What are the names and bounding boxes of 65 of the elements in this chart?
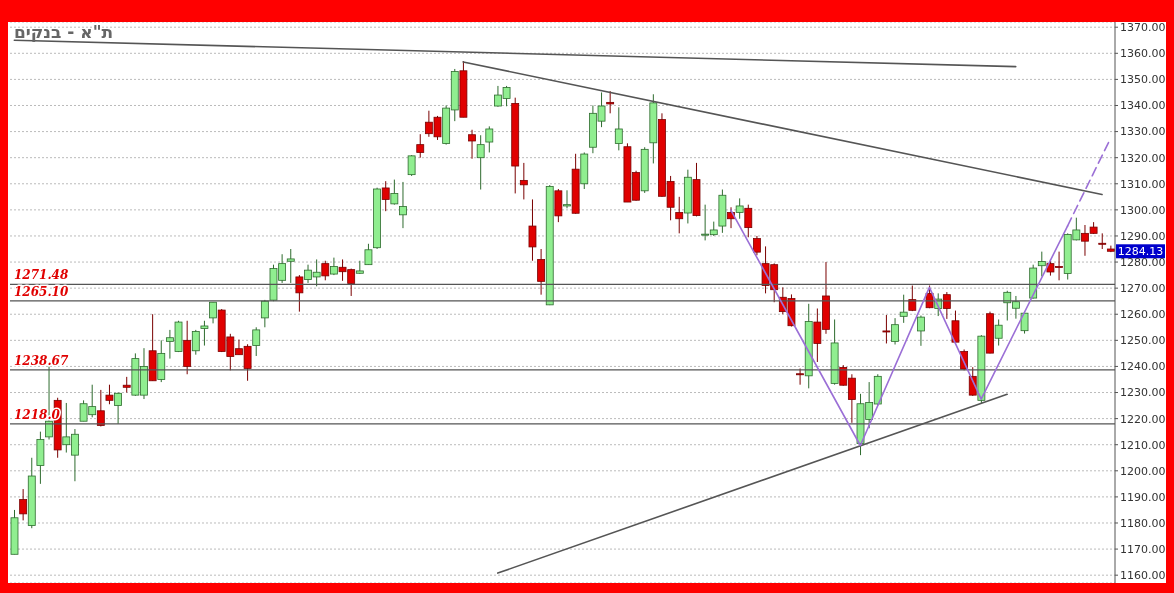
- candlestick: [390, 179, 399, 206]
- y-tick-label: 1170.00: [1120, 542, 1166, 556]
- candlestick: [105, 384, 114, 405]
- candlestick: [614, 106, 623, 151]
- y-tick-label: 1200.00: [1120, 464, 1166, 478]
- candlestick: [951, 310, 960, 344]
- candlestick: [286, 248, 295, 284]
- candlestick: [563, 189, 571, 209]
- candlestick: [468, 129, 476, 160]
- y-tick-label: 1250.00: [1120, 334, 1166, 348]
- candlestick: [891, 317, 899, 346]
- y-tick-label: 1190.00: [1120, 490, 1166, 504]
- candlestick: [416, 133, 425, 159]
- candlestick: [399, 181, 407, 229]
- ref-line-label: 1271.48: [14, 268, 69, 283]
- candlestick: [1037, 251, 1046, 277]
- candlestick: [114, 392, 122, 425]
- y-tick-label: 1310.00: [1120, 177, 1166, 191]
- chart-title: ת"א - בנקים: [14, 22, 114, 42]
- candlestick: [321, 260, 330, 281]
- y-tick-label: 1320.00: [1120, 151, 1166, 165]
- candlestick: [753, 235, 761, 256]
- candlestick: [528, 198, 537, 262]
- y-tick-label: 1210.00: [1120, 438, 1166, 452]
- candlestick: [476, 134, 485, 191]
- candlestick: [537, 248, 545, 296]
- candlestick: [191, 329, 200, 356]
- candlestick: [200, 320, 209, 347]
- candlestick: [330, 257, 338, 276]
- candlestick: [295, 274, 304, 313]
- candlestick: [19, 488, 28, 521]
- candlestick: [917, 315, 925, 347]
- candlestick: [519, 162, 528, 200]
- y-tick-label: 1180.00: [1120, 516, 1166, 530]
- candlestick: [381, 180, 390, 212]
- candlestick: [364, 243, 373, 266]
- candlestick: [882, 314, 891, 344]
- text: 1284.13: [1117, 245, 1164, 259]
- candlestick: [209, 301, 217, 324]
- candlestick: [994, 318, 1003, 347]
- y-tick-label: 1330.00: [1120, 125, 1166, 139]
- candlestick: [899, 294, 908, 324]
- candlestick: [744, 204, 753, 238]
- candlestick: [606, 90, 615, 114]
- ref-line-label: 1265.10: [14, 284, 69, 299]
- candlestick: [796, 368, 804, 386]
- y-tick-label: 1340.00: [1120, 99, 1166, 113]
- candlestick: [485, 125, 494, 153]
- y-tick-label: 1240.00: [1120, 360, 1166, 374]
- candlestick: [735, 197, 744, 220]
- candlestick: [260, 299, 269, 328]
- y-tick-label: 1270.00: [1120, 282, 1166, 296]
- y-tick-label: 1350.00: [1120, 73, 1166, 87]
- candlestick: [407, 154, 416, 177]
- y-tick-label: 1360.00: [1120, 47, 1166, 61]
- candlestick: [252, 326, 261, 357]
- candlestick: [675, 196, 684, 234]
- y-tick-label: 1290.00: [1120, 229, 1166, 243]
- y-tick-label: 1220.00: [1120, 412, 1166, 426]
- y-tick-label: 1230.00: [1120, 386, 1166, 400]
- y-tick-label: 1260.00: [1120, 308, 1166, 322]
- y-tick-label: 1370.00: [1120, 21, 1166, 35]
- ref-line-label: 1238.67: [14, 353, 69, 368]
- y-tick-label: 1300.00: [1120, 203, 1166, 217]
- y-tick-label: 1160.00: [1120, 569, 1166, 583]
